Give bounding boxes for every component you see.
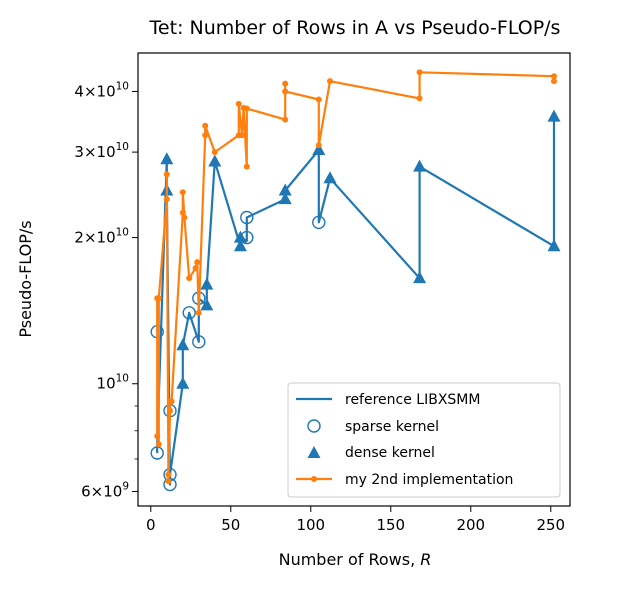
data-point-dense-kernel: [547, 239, 561, 252]
data-point-dense-kernel: [200, 298, 214, 311]
data-point-my-2nd-implementation: [195, 309, 202, 316]
x-axis-label-variable: R: [420, 550, 431, 569]
data-point-my-2nd-implementation: [186, 275, 193, 282]
data-point-dense-kernel: [413, 159, 427, 172]
data-point-my-2nd-implementation: [315, 96, 322, 103]
legend-label-dense: dense kernel: [345, 445, 435, 461]
data-point-dense-kernel: [160, 152, 174, 165]
data-point-dense-kernel: [176, 376, 190, 389]
x-tick-label: 200: [456, 516, 485, 534]
data-point-my-2nd-implementation: [551, 73, 557, 80]
data-point-my-2nd-implementation: [165, 478, 172, 485]
data-point-dense-kernel: [200, 277, 214, 290]
data-point-dense-kernel: [176, 338, 190, 351]
y-tick-label: 6×109: [81, 480, 129, 500]
data-point-sparse-kernel: [240, 210, 254, 225]
data-point-dense-kernel: [312, 143, 326, 156]
data-point-my-2nd-implementation: [239, 132, 245, 139]
x-axis-label: Number of Rows, R: [279, 550, 432, 569]
data-point-my-2nd-implementation: [155, 441, 162, 448]
legend-swatch-implementation-dot: [311, 476, 317, 482]
legend-label-reference: reference LIBXSMM: [345, 392, 480, 408]
data-point-my-2nd-implementation: [243, 163, 250, 170]
data-point-dense-kernel: [323, 171, 337, 184]
data-point-dense-kernel: [233, 230, 247, 243]
data-point-my-2nd-implementation: [163, 196, 170, 203]
x-axis-label-main: Number of Rows,: [279, 550, 421, 569]
data-point-my-2nd-implementation: [202, 132, 209, 139]
data-point-my-2nd-implementation: [243, 105, 250, 112]
y-tick-label: 1010: [97, 373, 129, 393]
legend: reference LIBXSMM sparse kernel dense ke…: [287, 382, 561, 498]
data-point-sparse-kernel: [312, 215, 326, 230]
plot-area: [150, 69, 561, 492]
plot-frame: [137, 52, 571, 507]
y-tick-label: 3×1010: [74, 141, 129, 161]
data-point-my-2nd-implementation: [168, 398, 175, 405]
data-point-my-2nd-implementation: [192, 265, 199, 272]
data-point-my-2nd-implementation: [416, 95, 423, 102]
legend-label-implementation: my 2nd implementation: [345, 472, 513, 488]
y-tick-label: 2×1010: [74, 227, 129, 247]
data-point-my-2nd-implementation: [551, 78, 557, 85]
data-point-my-2nd-implementation: [154, 433, 161, 440]
data-point-sparse-kernel: [150, 446, 164, 460]
data-point-my-2nd-implementation: [155, 295, 162, 302]
data-point-sparse-kernel: [192, 335, 206, 349]
x-axis-ticks: 0 50 100 150 200 250: [146, 506, 565, 534]
data-point-my-2nd-implementation: [194, 259, 201, 266]
data-point-dense-kernel: [278, 192, 292, 205]
data-point-my-2nd-implementation: [179, 189, 186, 196]
data-point-my-2nd-implementation: [165, 471, 172, 478]
data-point-my-2nd-implementation: [327, 78, 333, 85]
data-point-my-2nd-implementation: [211, 149, 218, 156]
data-point-my-2nd-implementation: [315, 142, 322, 149]
data-point-my-2nd-implementation: [202, 122, 209, 129]
x-tick-label: 150: [376, 516, 405, 534]
data-point-my-2nd-implementation: [282, 116, 289, 123]
x-tick-label: 250: [536, 516, 565, 534]
data-point-dense-kernel: [208, 154, 222, 167]
data-point-my-2nd-implementation: [163, 171, 170, 178]
legend-swatch-sparse: [307, 419, 321, 433]
legend-box: [287, 382, 561, 498]
y-tick-label: 4×1010: [74, 80, 129, 100]
data-point-dense-kernel: [413, 271, 427, 284]
data-point-my-2nd-implementation: [282, 80, 289, 87]
x-tick-label: 100: [296, 516, 325, 534]
data-point-dense-kernel: [547, 109, 561, 122]
x-tick-label: 0: [146, 516, 156, 534]
legend-label-sparse: sparse kernel: [345, 419, 439, 435]
data-point-my-2nd-implementation: [235, 100, 242, 107]
data-point-my-2nd-implementation: [181, 214, 188, 221]
data-point-my-2nd-implementation: [416, 69, 423, 76]
data-point-sparse-kernel: [182, 306, 196, 320]
chart-title: Tet: Number of Rows in A vs Pseudo-FLOP/…: [149, 17, 561, 39]
data-point-dense-kernel: [233, 239, 247, 252]
y-axis-label: Pseudo-FLOP/s: [16, 220, 35, 337]
data-point-my-2nd-implementation: [282, 88, 289, 95]
data-point-dense-kernel: [278, 183, 292, 196]
data-point-my-2nd-implementation: [167, 407, 173, 414]
data-point-sparse-kernel: [163, 477, 177, 492]
data-point-my-2nd-implementation: [179, 209, 186, 216]
legend-swatch-dense: [307, 446, 321, 458]
x-tick-label: 50: [221, 516, 240, 534]
y-axis-ticks: 6×109 1010 2×1010 3×1010 4×1010: [74, 80, 138, 500]
